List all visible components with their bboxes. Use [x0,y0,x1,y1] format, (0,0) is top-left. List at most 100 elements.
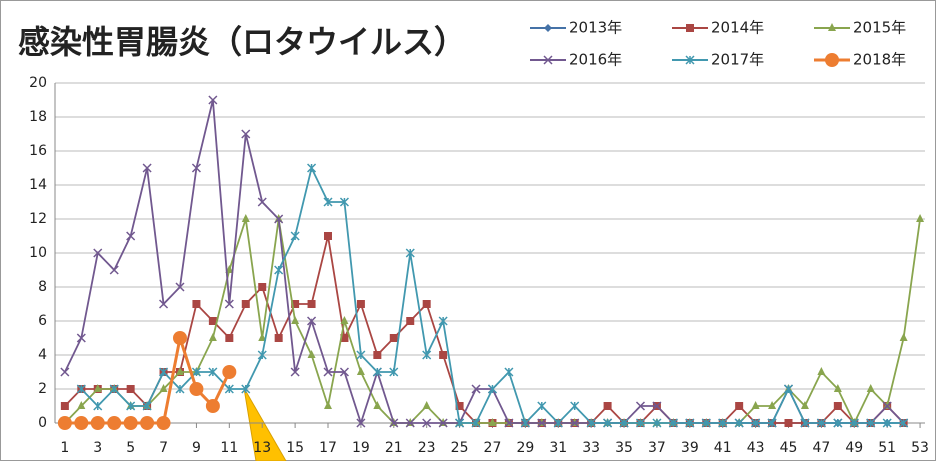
point [241,129,251,139]
y-tick-label: 16 [29,143,47,159]
x-tick-label: 51 [878,440,896,456]
point [783,384,794,394]
x-tick-label: 37 [648,440,666,456]
point [307,300,316,308]
point [422,350,432,360]
point [635,418,646,428]
legend-marker [543,55,553,65]
point [735,402,744,410]
point [290,367,300,377]
x-tick-label: 29 [516,440,534,456]
point [175,367,184,375]
point [258,333,267,341]
point [274,334,283,342]
y-tick-label: 12 [29,211,47,227]
point [142,401,152,411]
point [257,350,267,360]
legend-label: 2014年 [711,19,764,37]
x-tick-label: 39 [681,440,699,456]
point [159,367,169,377]
x-tick-label: 49 [845,440,863,456]
point [340,334,349,342]
point [487,384,497,394]
point [307,350,316,358]
point [849,418,859,428]
point [718,418,728,428]
x-tick-label: 13 [253,440,271,456]
point [274,214,284,224]
point [241,214,250,222]
point [800,401,809,409]
point [340,316,349,324]
point [882,401,892,411]
point [107,416,122,430]
x-tick-label: 17 [319,440,337,456]
point [784,419,793,427]
point [307,163,317,173]
point [109,265,119,275]
x-tick-label: 3 [93,440,102,456]
legend-marker [686,24,694,32]
series-points [57,331,237,430]
point [422,401,431,409]
point [93,248,103,258]
point [189,382,204,396]
point [899,418,909,428]
x-tick-label: 47 [812,440,830,456]
point [504,418,514,428]
point [356,367,365,375]
point [208,367,218,377]
point [356,300,365,308]
point [455,418,465,428]
point [76,384,86,394]
point [833,402,842,410]
point [439,351,448,359]
x-tick-label: 21 [385,440,403,456]
legend-marker [825,53,839,67]
point [142,163,152,173]
point [324,232,333,240]
x-tick-label: 25 [451,440,469,456]
point [372,367,382,377]
point [652,418,662,428]
y-tick-label: 8 [38,279,47,295]
point [899,333,908,341]
point [800,418,810,428]
point [90,416,105,430]
point [471,418,481,428]
y-tick-label: 4 [38,347,47,363]
x-tick-label: 33 [582,440,600,456]
legend-label: 2016年 [569,51,622,69]
point [290,231,300,241]
x-tick-label: 35 [615,440,633,456]
point [389,334,398,342]
point [373,401,382,409]
point [323,367,333,377]
x-tick-label: 23 [418,440,436,456]
point [291,300,300,308]
legend-label: 2015年 [853,19,906,37]
point [406,317,415,325]
point [140,416,155,430]
y-tick-label: 10 [29,245,47,261]
point [537,418,547,428]
x-tick-label: 15 [286,440,304,456]
point [57,416,72,430]
x-tick-label: 53 [911,440,929,456]
point [356,350,366,360]
point [172,331,187,345]
legend-marker [828,23,836,31]
point [126,385,135,393]
point [339,367,349,377]
point [93,401,103,411]
point [324,401,333,409]
point [191,367,201,377]
x-tick-label: 31 [549,440,567,456]
x-tick-label: 5 [126,440,135,456]
y-tick-label: 14 [29,177,47,193]
point [76,333,86,343]
point [224,384,234,394]
x-tick-label: 27 [484,440,502,456]
point [159,299,169,309]
